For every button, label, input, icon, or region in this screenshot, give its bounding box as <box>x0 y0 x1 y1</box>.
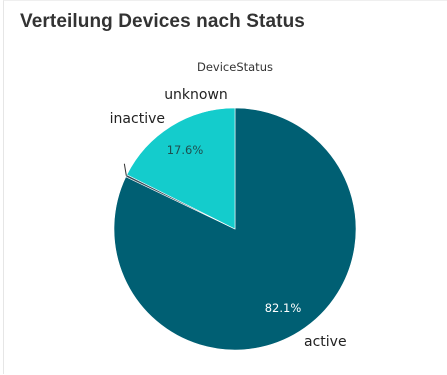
slice-percent-inactive: 17.6% <box>167 143 204 157</box>
slice-label-unknown: unknown <box>164 87 228 103</box>
pie-slice-inactive <box>126 107 236 230</box>
chart-title: DeviceStatus <box>197 60 273 74</box>
pie-slices <box>113 107 357 351</box>
slice-label-active: active <box>304 334 347 350</box>
chart-card-title: Verteilung Devices nach Status <box>20 11 305 32</box>
pie-leader-lines <box>123 163 127 176</box>
pie-labels: active 82.1% unknown inactive 17.6% <box>110 87 347 350</box>
slice-percent-active: 82.1% <box>265 301 302 315</box>
chart-card: Verteilung Devices nach Status DeviceSta… <box>3 0 447 374</box>
pie-chart: DeviceStatus active 82.1% unknown inactive 1… <box>110 60 357 351</box>
leader-line-unknown <box>123 163 127 176</box>
slice-label-inactive: inactive <box>110 111 165 127</box>
